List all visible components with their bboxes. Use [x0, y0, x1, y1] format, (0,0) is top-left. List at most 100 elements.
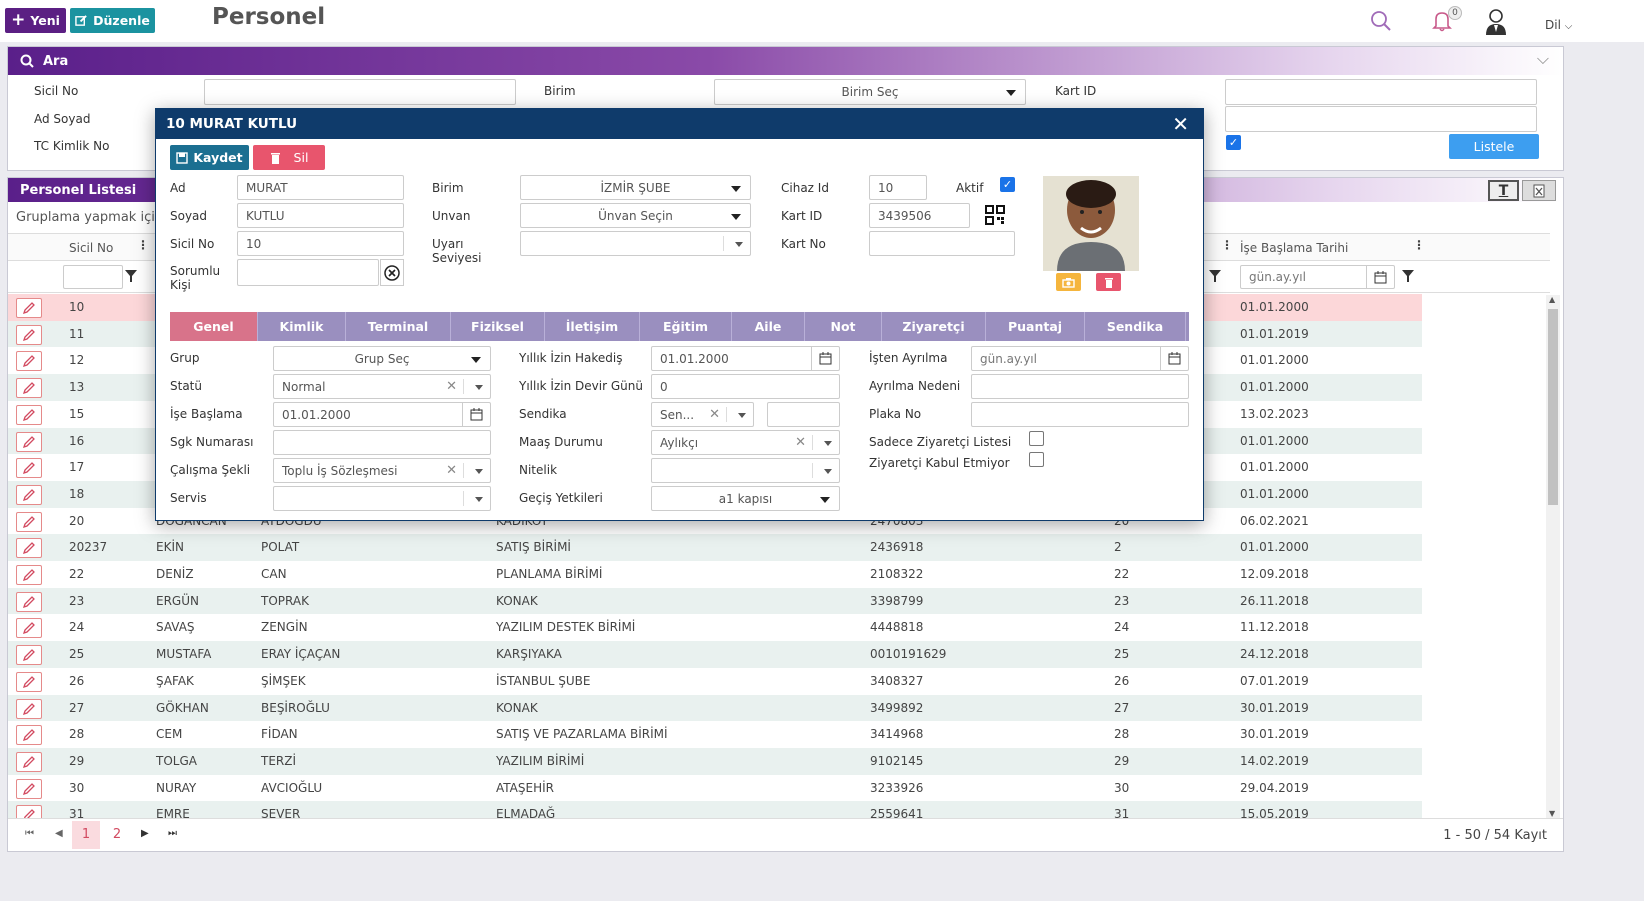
sicil-input[interactable]: 10	[237, 231, 404, 256]
filter-icon[interactable]	[1402, 270, 1414, 283]
tab-4[interactable]: İletişim	[545, 312, 640, 341]
edit-row-button[interactable]	[16, 538, 42, 559]
tab-3[interactable]: Fiziksel	[451, 312, 545, 341]
kart-input[interactable]: 3439506	[869, 203, 970, 228]
camera-button[interactable]	[1056, 273, 1081, 291]
sorumlu-input[interactable]	[237, 259, 379, 286]
filter-icon[interactable]	[125, 270, 137, 283]
sendika-select[interactable]: Sen... ✕	[651, 402, 754, 427]
tab-0[interactable]: Genel	[170, 312, 258, 341]
tab-1[interactable]: Kimlik	[258, 312, 346, 341]
tab-8[interactable]: Ziyaretçi	[882, 312, 986, 341]
edit-row-button[interactable]	[16, 351, 42, 372]
devir-input[interactable]: 0	[651, 374, 840, 399]
table-row[interactable]: 27 GÖKHAN BEŞİROĞLU KONAK 3499892 27 30.01.201…	[8, 694, 1422, 722]
clear-x-icon[interactable]: ✕	[795, 435, 806, 450]
filter-checkbox[interactable]: ✓	[1226, 135, 1241, 150]
page-1-button[interactable]: 1	[72, 821, 100, 849]
excel-export-button[interactable]	[1522, 180, 1556, 201]
col-sicil-header[interactable]: Sicil No	[69, 241, 114, 255]
calendar-icon[interactable]	[811, 347, 839, 370]
qr-code-icon[interactable]	[985, 205, 1005, 225]
remove-photo-button[interactable]	[1096, 273, 1121, 291]
edit-row-button[interactable]	[16, 751, 42, 772]
table-row[interactable]: 20237 EKİN POLAT SATIŞ BİRİMİ 2436918 2 01.01.…	[8, 534, 1422, 562]
collapse-chevron-icon[interactable]: ⌵	[1536, 49, 1549, 68]
statu-select[interactable]: Normal ✕	[273, 374, 491, 399]
sendika-extra-input[interactable]	[767, 402, 840, 427]
neden-input[interactable]	[971, 374, 1189, 399]
col-start-header[interactable]: İşe Başlama Tarihi	[1240, 241, 1349, 255]
yillik-input[interactable]: 01.01.2000	[651, 346, 840, 371]
text-export-button[interactable]: T	[1488, 180, 1519, 201]
edit-row-button[interactable]	[16, 698, 42, 719]
clear-icon[interactable]	[380, 259, 404, 286]
edit-row-button[interactable]	[16, 618, 42, 639]
edit-row-button[interactable]	[16, 511, 42, 532]
start-date-filter[interactable]: gün.ay.yıl	[1240, 265, 1395, 289]
new-button[interactable]: + Yeni	[5, 8, 66, 33]
edit-row-button[interactable]	[16, 778, 42, 799]
edit-row-button[interactable]	[16, 671, 42, 692]
servis-select[interactable]	[273, 486, 491, 511]
sicil-filter-input[interactable]	[63, 265, 123, 289]
ayrilma-input[interactable]: gün.ay.yıl	[971, 346, 1189, 371]
search-panel-header[interactable]: Ara	[8, 47, 1563, 75]
clear-x-icon[interactable]: ✕	[709, 407, 720, 422]
edit-row-button[interactable]	[16, 458, 42, 479]
edit-row-button[interactable]	[16, 725, 42, 746]
grup-select[interactable]: Grup Seç	[273, 346, 491, 371]
ziyaretci-checkbox[interactable]	[1029, 431, 1044, 446]
sicil-input[interactable]	[204, 79, 516, 105]
edit-row-button[interactable]	[16, 324, 42, 345]
soyad-input[interactable]: KUTLU	[237, 203, 404, 228]
sgk-input[interactable]	[273, 430, 491, 455]
calisma-select[interactable]: Toplu İş Sözleşmesi ✕	[273, 458, 491, 483]
kabul-checkbox[interactable]	[1029, 452, 1044, 467]
edit-row-button[interactable]	[16, 378, 42, 399]
edit-row-button[interactable]	[16, 404, 42, 425]
filter-icon[interactable]	[1209, 270, 1221, 283]
calendar-icon[interactable]	[1160, 347, 1188, 370]
ise-baslama-input[interactable]: 01.01.2000	[273, 402, 491, 427]
table-row[interactable]: 22 DENİZ CAN PLANLAMA BİRİMİ 2108322 22 12.09.…	[8, 561, 1422, 588]
tab-7[interactable]: Not	[805, 312, 882, 341]
clear-x-icon[interactable]: ✕	[446, 463, 457, 478]
column-menu-icon[interactable]: ⋮	[1413, 238, 1425, 252]
edit-row-button[interactable]	[16, 431, 42, 452]
edit-row-button[interactable]	[16, 484, 42, 505]
tab-5[interactable]: Eğitim	[640, 312, 732, 341]
close-icon[interactable]: ✕	[1172, 112, 1189, 136]
next-page-icon[interactable]: ▶	[141, 828, 149, 839]
bell-icon[interactable]	[1432, 10, 1452, 32]
birim-select[interactable]: İZMİR ŞUBE	[520, 175, 751, 200]
list-button[interactable]: Listele	[1449, 134, 1539, 159]
edit-button[interactable]: Düzenle	[70, 8, 155, 33]
calendar-icon[interactable]	[1366, 266, 1394, 288]
page-2-button[interactable]: 2	[112, 827, 122, 842]
plaka-input[interactable]	[971, 402, 1189, 427]
last-page-icon[interactable]: ⏭	[168, 828, 177, 839]
ad-input[interactable]: MURAT	[237, 175, 404, 200]
kart-input[interactable]	[1225, 79, 1537, 105]
column-menu-icon[interactable]: ⋮	[137, 238, 149, 252]
calendar-icon[interactable]	[462, 403, 490, 426]
kartno-input[interactable]	[869, 231, 1015, 256]
nitelik-select[interactable]	[651, 458, 840, 483]
gecis-select[interactable]: a1 kapısı	[651, 486, 840, 511]
save-button[interactable]: Kaydet	[170, 145, 249, 170]
prev-page-icon[interactable]: ◀	[55, 828, 63, 839]
scroll-up-icon[interactable]: ▲	[1549, 295, 1556, 304]
edit-row-button[interactable]	[16, 298, 42, 318]
cihaz-input[interactable]: 10	[869, 175, 927, 200]
edit-row-button[interactable]	[16, 645, 42, 666]
search-icon[interactable]	[1370, 10, 1392, 32]
column-menu-icon[interactable]: ⋮	[1221, 238, 1233, 252]
maas-select[interactable]: Aylıkçı ✕	[651, 430, 840, 455]
unvan-select[interactable]: Ünvan Seçin	[520, 203, 751, 228]
table-row[interactable]: 26 ŞAFAK ŞİMŞEK İSTANBUL ŞUBE 3408327 26 07.01…	[8, 667, 1422, 695]
table-row[interactable]: 29 TOLGA TERZİ YAZILIM BİRİMİ 9102145 29 14.02…	[8, 747, 1422, 775]
table-row[interactable]: 24 SAVAŞ ZENGİN YAZILIM DESTEK BİRİMİ 444881…	[8, 614, 1422, 642]
tab-6[interactable]: Aile	[732, 312, 805, 341]
table-row[interactable]: 23 ERGÜN TOPRAK KONAK 3398799 23 26.11.2018	[8, 587, 1422, 615]
